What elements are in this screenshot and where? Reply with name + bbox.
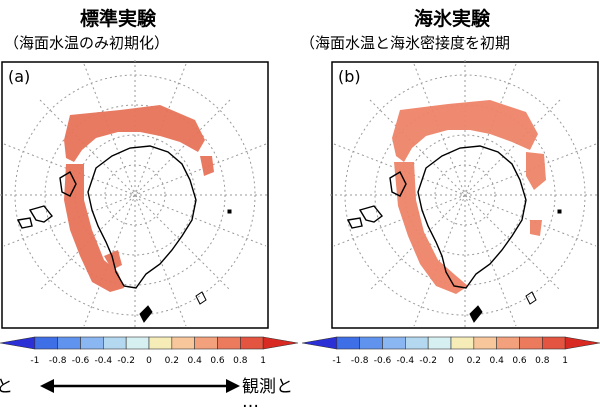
colorbar-b-svg: -1 -0.8 -0.6 -0.4 -0.2 0 0.2 0.4 0.6 0.8 1 <box>301 336 600 366</box>
colorbar-tick-label: 0 <box>146 356 152 366</box>
panel-b-title: 海氷実験 <box>414 8 491 30</box>
colorbar-tick-label: 0.2 <box>165 356 179 366</box>
colorbar-tick-label: 0 <box>448 356 454 366</box>
legend-right-text: 観測と <box>242 377 293 397</box>
colorbar-swatch <box>240 336 264 350</box>
ice-anomaly-region <box>392 100 546 294</box>
colorbar-swatch <box>519 336 543 350</box>
colorbar-tick-label: 0.8 <box>233 356 248 366</box>
panel-b-subtitle: （海面水温と海氷密接度を初期 <box>300 34 511 52</box>
panel-a-title: 標準実験 <box>80 8 157 30</box>
colorbar-swatch <box>125 336 150 350</box>
colorbar-swatch <box>427 336 452 350</box>
polar-map-a: (a) <box>0 60 270 330</box>
colorbar-a-svg: -1 -0.8 -0.6 -0.4 -0.2 0 0.2 0.4 0.6 0.8 1 <box>0 336 299 366</box>
colorbar-tick-label: 0.6 <box>512 356 527 366</box>
legend-right-text-2: … <box>242 392 259 412</box>
colorbar-tick-label: -0.4 <box>95 356 113 366</box>
colorbar-swatch <box>336 336 360 350</box>
colorbar-swatch <box>194 336 218 350</box>
panel-a-subtitle: （海面水温のみ初期化） <box>4 34 170 52</box>
colorbar-swatch <box>564 336 600 350</box>
panel-b-label: (b) <box>338 67 361 86</box>
colorbar-tick-label: 0.8 <box>535 356 550 366</box>
colorbar-swatch <box>359 336 383 350</box>
colorbar-swatch <box>34 336 58 350</box>
colorbar-tick-label: -0.2 <box>419 356 437 366</box>
legend-left-text: と <box>0 377 13 397</box>
colorbar-swatch <box>450 336 475 350</box>
colorbar-tick-label: 0.4 <box>188 356 203 366</box>
colorbar-swatch <box>80 336 104 350</box>
colorbar-tick-label: 0.2 <box>467 356 481 366</box>
colorbar-tick-label: -0.8 <box>351 356 369 366</box>
colorbar-tick-label: 1 <box>260 356 266 366</box>
colorbar-tick-label: 0.4 <box>490 356 505 366</box>
colorbar-tick-label: -1 <box>332 356 341 366</box>
subantarctic-islands <box>139 209 232 323</box>
colorbar-swatch <box>0 336 36 350</box>
colorbar-swatch <box>171 336 195 350</box>
colorbar-swatch <box>473 336 497 350</box>
colorbar-swatch <box>103 336 127 350</box>
colorbar-swatch <box>542 336 566 350</box>
antarctica-coastline <box>346 145 527 289</box>
colorbar-tick-label: -0.6 <box>374 356 392 366</box>
double-arrow-icon <box>40 379 240 393</box>
colorbar-swatch <box>382 336 406 350</box>
subantarctic-islands <box>469 209 562 323</box>
colorbar-swatch <box>405 336 429 350</box>
map-panel-a: (a) <box>0 60 270 330</box>
colorbar-tick-label: 0.6 <box>210 356 225 366</box>
colorbar-tick-label: -1 <box>30 356 39 366</box>
antarctica-coastline <box>16 145 197 289</box>
colorbar-tick-label: -0.4 <box>397 356 415 366</box>
colorbar-a: -1 -0.8 -0.6 -0.4 -0.2 0 0.2 0.4 0.6 0.8 1 <box>0 335 300 367</box>
colorbar-swatch <box>57 336 81 350</box>
colorbar-swatch <box>217 336 241 350</box>
colorbar-tick-label: -0.6 <box>72 356 90 366</box>
colorbar-swatch <box>301 336 338 350</box>
colorbar-tick-label: -0.2 <box>117 356 135 366</box>
colorbar-b: -1 -0.8 -0.6 -0.4 -0.2 0 0.2 0.4 0.6 0.8 1 <box>300 335 600 367</box>
colorbar-swatch <box>496 336 520 350</box>
colorbar-tick-label: 1 <box>562 356 568 366</box>
colorbar-swatch <box>148 336 173 350</box>
panel-a-label: (a) <box>8 67 30 86</box>
map-panel-b: (b) <box>330 60 600 330</box>
colorbar-tick-label: -0.8 <box>49 356 67 366</box>
ice-anomaly-region <box>64 105 214 292</box>
colorbar-swatch <box>262 336 299 350</box>
polar-map-b: (b) <box>330 60 600 330</box>
